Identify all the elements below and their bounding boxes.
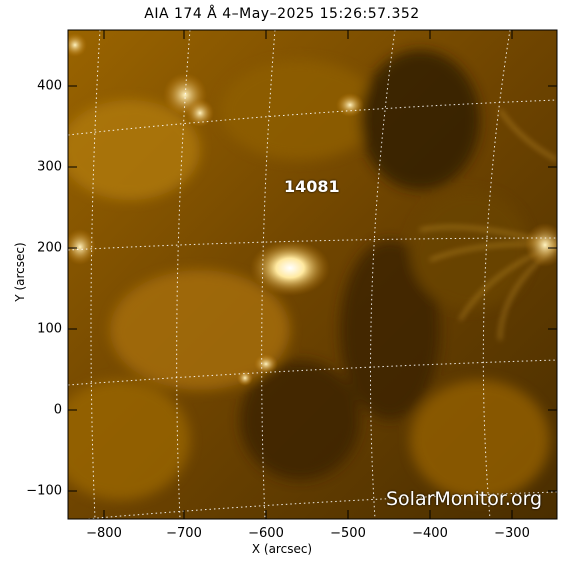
y-axis-label: Y (arcsec) (13, 242, 27, 302)
active-region-label: 14081 (284, 177, 340, 196)
y-tick-label: 300 (37, 159, 62, 175)
y-tick-label: −100 (26, 483, 62, 499)
x-tick-label: −500 (330, 526, 366, 541)
y-axis-ticks (68, 85, 557, 492)
y-tick-label: 400 (37, 78, 62, 94)
image-title: AIA 174 Å 4–May–2025 15:26:57.352 (144, 6, 420, 22)
y-tick-label: 200 (37, 240, 62, 256)
x-tick-label: −800 (86, 526, 122, 541)
y-tick-label: 100 (37, 321, 62, 337)
solar-disk-image (68, 30, 557, 519)
y-tick-label: 0 (53, 402, 62, 418)
heliographic-grid (68, 30, 557, 519)
x-tick-label: −400 (412, 526, 448, 541)
x-tick-label: −300 (494, 526, 530, 541)
x-tick-label: −600 (248, 526, 284, 541)
x-axis-label: X (arcsec) (251, 542, 313, 556)
credit-watermark: SolarMonitor.org (386, 488, 543, 510)
x-tick-label: −700 (166, 526, 202, 541)
x-axis-ticks (103, 30, 513, 519)
